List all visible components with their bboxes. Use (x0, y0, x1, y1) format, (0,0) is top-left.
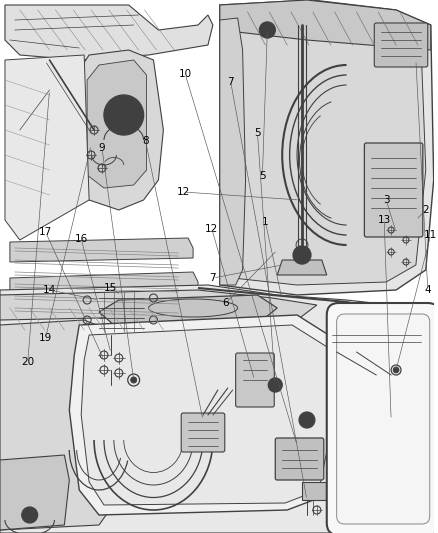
FancyBboxPatch shape (92, 288, 151, 337)
Text: 10: 10 (179, 69, 192, 79)
Polygon shape (5, 55, 89, 240)
FancyBboxPatch shape (374, 23, 428, 67)
Polygon shape (233, 15, 426, 285)
Text: 9: 9 (99, 143, 105, 153)
Text: 17: 17 (39, 227, 52, 237)
Polygon shape (220, 18, 246, 285)
Text: 2: 2 (423, 205, 429, 215)
Text: 19: 19 (39, 333, 52, 343)
FancyBboxPatch shape (364, 143, 423, 237)
Text: 7: 7 (209, 273, 216, 283)
Text: 11: 11 (424, 230, 438, 240)
Polygon shape (10, 272, 198, 298)
Polygon shape (0, 290, 317, 320)
Circle shape (268, 378, 282, 392)
Circle shape (110, 101, 138, 129)
Text: 3: 3 (383, 195, 389, 205)
Text: 6: 6 (223, 298, 229, 308)
Text: 5: 5 (254, 128, 261, 138)
Polygon shape (69, 315, 342, 515)
Polygon shape (220, 0, 434, 295)
Circle shape (104, 95, 144, 135)
Circle shape (393, 367, 399, 373)
Text: 12: 12 (177, 187, 190, 197)
Circle shape (299, 412, 315, 428)
Text: 1: 1 (262, 217, 268, 227)
Text: 4: 4 (424, 285, 431, 295)
Text: 20: 20 (21, 357, 34, 367)
Polygon shape (277, 260, 327, 275)
Text: 12: 12 (205, 224, 219, 234)
Polygon shape (322, 320, 434, 385)
Polygon shape (335, 305, 434, 533)
FancyBboxPatch shape (236, 353, 274, 407)
Polygon shape (99, 295, 277, 325)
Circle shape (293, 246, 311, 264)
Polygon shape (0, 285, 436, 533)
Polygon shape (5, 5, 213, 60)
Text: 15: 15 (104, 283, 117, 293)
Text: 5: 5 (259, 171, 266, 181)
Text: 16: 16 (74, 234, 88, 244)
FancyBboxPatch shape (181, 413, 225, 452)
FancyBboxPatch shape (275, 438, 324, 480)
Circle shape (131, 377, 137, 383)
Polygon shape (81, 325, 332, 505)
Polygon shape (0, 455, 69, 530)
Polygon shape (69, 50, 163, 210)
Polygon shape (87, 60, 147, 188)
Circle shape (259, 22, 275, 38)
Polygon shape (0, 320, 134, 530)
Text: 8: 8 (142, 136, 149, 146)
Text: 14: 14 (43, 285, 56, 295)
Polygon shape (220, 0, 431, 50)
Polygon shape (10, 238, 193, 262)
FancyBboxPatch shape (327, 303, 438, 533)
Circle shape (22, 507, 38, 523)
Polygon shape (302, 482, 327, 500)
Text: 7: 7 (227, 77, 234, 87)
Text: 13: 13 (378, 215, 391, 225)
FancyBboxPatch shape (337, 314, 430, 524)
Polygon shape (327, 330, 426, 350)
